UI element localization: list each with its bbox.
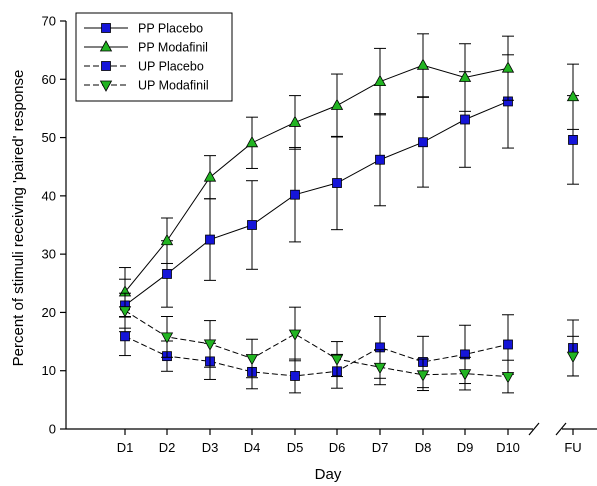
y-tick-label: 30 (42, 247, 56, 262)
x-tick-label: D9 (457, 440, 474, 455)
data-point (290, 371, 300, 381)
data-point (203, 339, 217, 351)
y-tick-label: 0 (49, 422, 56, 437)
data-point (162, 269, 172, 279)
legend-label: PP Modafinil (138, 41, 208, 55)
series-up-modafinil (118, 292, 580, 394)
data-point (205, 234, 215, 245)
axis-break-mark (528, 422, 540, 436)
data-point (458, 70, 472, 82)
data-point (120, 331, 130, 342)
axis-break-mark (555, 422, 567, 436)
legend-marker (99, 40, 113, 52)
data-point (460, 114, 470, 125)
legend: PP Placebo PP Modafinil UP Placebo UP Modaf… (75, 12, 233, 102)
series-line (124, 100, 509, 306)
data-point (418, 137, 428, 148)
data-point (330, 98, 344, 110)
x-tick-label: D2 (159, 440, 176, 455)
legend-item: UP Modafinil (84, 79, 209, 93)
x-tick-label: D6 (329, 440, 346, 455)
data-point (290, 189, 300, 200)
legend-item: PP Modafinil (84, 40, 208, 55)
legend-label: UP Modafinil (138, 79, 209, 93)
legend-label: PP Placebo (138, 22, 203, 36)
series-line (124, 310, 509, 378)
data-point (245, 354, 259, 366)
x-tick-label: D7 (372, 440, 389, 455)
data-point (373, 74, 387, 87)
data-point (288, 329, 302, 341)
data-point (458, 369, 472, 381)
data-point (373, 362, 387, 375)
x-tick-label: FU (564, 440, 581, 455)
data-point (245, 135, 259, 148)
series-line (124, 335, 509, 377)
data-point (566, 351, 580, 363)
data-point (375, 154, 385, 165)
x-tick-label: D4 (244, 440, 261, 455)
y-tick-label: 50 (42, 130, 56, 145)
data-point (416, 58, 430, 70)
data-point (288, 115, 302, 127)
x-tick-label: D3 (202, 440, 219, 455)
y-axis-title: Percent of stimuli receiving 'paired' re… (10, 70, 27, 367)
x-tick-label: D5 (287, 440, 304, 455)
x-tick-label: D10 (496, 440, 520, 455)
y-tick-label: 40 (42, 188, 56, 203)
data-point (503, 339, 513, 350)
data-point (160, 332, 174, 344)
x-tick-label: D1 (117, 440, 134, 455)
x-axis-title: Day (315, 466, 342, 483)
data-point (332, 178, 342, 188)
y-tick-label: 70 (42, 14, 56, 29)
data-point (203, 170, 217, 182)
series-up-placebo (119, 314, 579, 394)
data-point (247, 220, 257, 230)
y-tick-label: 60 (42, 72, 56, 87)
legend-label: UP Placebo (138, 60, 204, 74)
series-pp-modafinil (118, 33, 580, 318)
legend-marker (101, 23, 111, 33)
y-tick-label: 20 (42, 305, 56, 320)
y-tick-label: 10 (42, 363, 56, 378)
x-tick-label: D8 (415, 440, 432, 455)
data-point (330, 354, 344, 366)
legend-item: PP Placebo (84, 22, 203, 36)
series-line (124, 64, 509, 293)
data-point (568, 135, 578, 145)
data-point (416, 370, 430, 382)
data-point (501, 372, 515, 384)
legend-marker (99, 80, 113, 92)
data-point (566, 89, 580, 102)
data-point (501, 61, 515, 73)
data-point (118, 306, 132, 318)
legend-item: UP Placebo (84, 60, 204, 74)
legend-marker (101, 61, 111, 71)
data-point (160, 233, 174, 246)
